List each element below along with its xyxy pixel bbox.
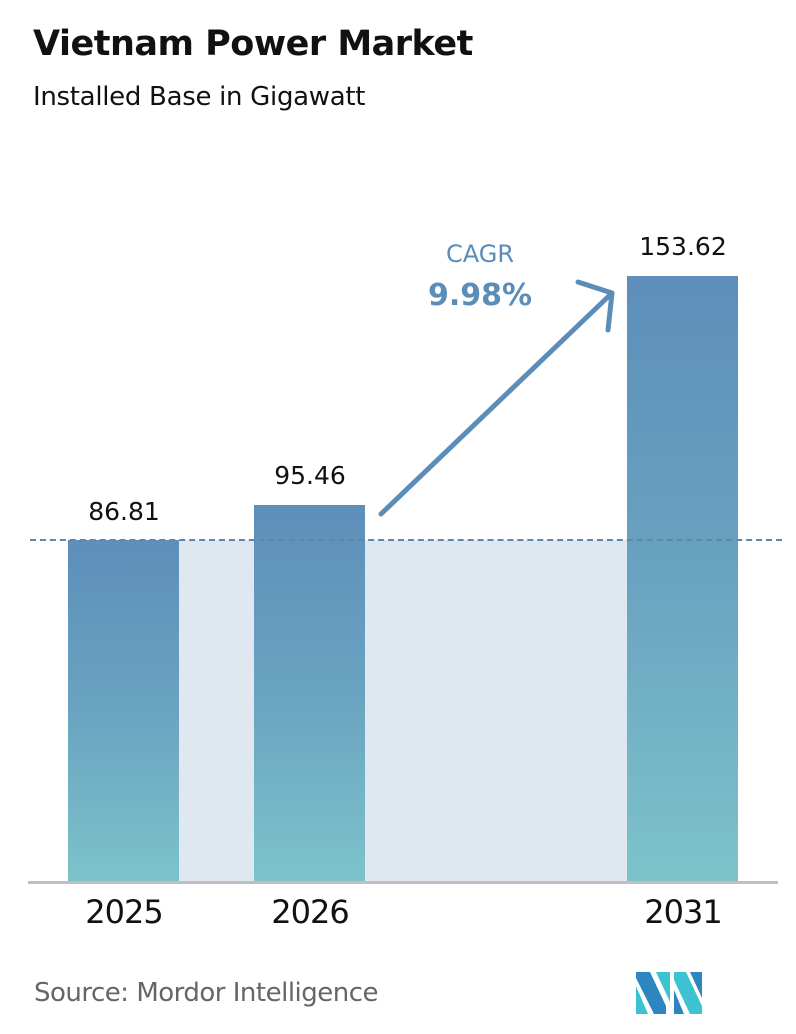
reference-dashed-line [30, 539, 782, 541]
baseline-band [68, 540, 738, 882]
value-label-2026: 95.46 [274, 461, 346, 490]
x-label-2025: 2025 [85, 893, 163, 931]
x-axis-line [28, 881, 778, 884]
value-label-2031: 153.62 [639, 232, 727, 261]
bar-2026 [254, 505, 365, 882]
source-text: Source: Mordor Intelligence [34, 978, 379, 1008]
x-label-2026: 2026 [271, 893, 349, 931]
value-label-2025: 86.81 [88, 497, 160, 526]
cagr-value: 9.98% [427, 278, 533, 313]
cagr-label: CAGR [445, 240, 515, 268]
bar-2025 [68, 540, 179, 882]
bar-2031 [627, 276, 738, 882]
chart-subtitle: Installed Base in Gigawatt [33, 82, 366, 112]
chart-title: Vietnam Power Market [33, 24, 473, 64]
x-label-2031: 2031 [644, 893, 722, 931]
mordor-logo-icon [636, 972, 702, 1014]
